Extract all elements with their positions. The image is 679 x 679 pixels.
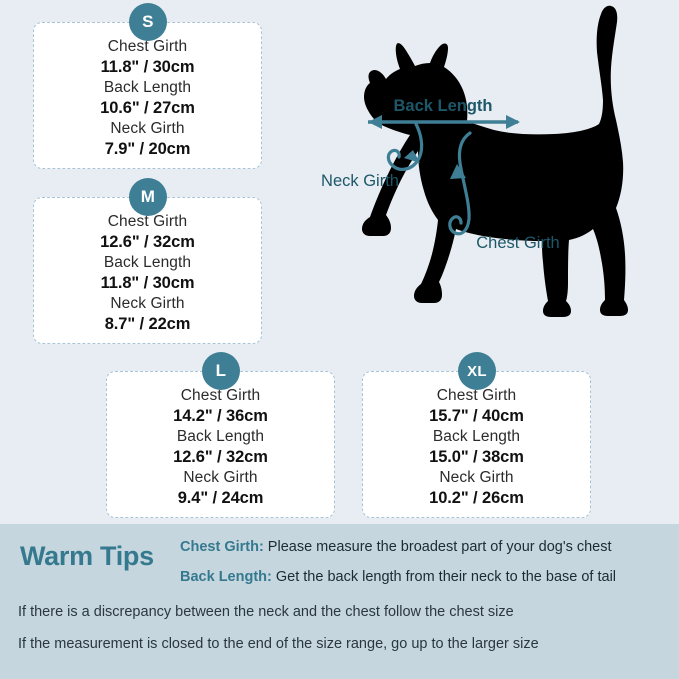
tip-row-back-length: Back Length: Get the back length from th… (180, 569, 616, 585)
tip-note-discrepancy: If there is a discrepancy between the ne… (18, 604, 514, 620)
back-length-annotation: Back Length (368, 97, 520, 129)
chest-girth-label-l: Chest Girth (180, 387, 261, 404)
neck-girth-label-s: Neck Girth (110, 120, 185, 137)
cat-diagram: Back Length Neck Girth Chest Girth (296, 0, 679, 345)
neck-girth-label-l: Neck Girth (183, 469, 258, 486)
tip-text-chest-girth: Please measure the broadest part of your… (263, 539, 612, 555)
size-badge-m: M (129, 178, 167, 216)
size-chart-area: Back Length Neck Girth Chest Girth S (33, 0, 679, 518)
chest-girth-annotation: Chest Girth (448, 131, 560, 252)
tip-text-back-length: Get the back length from their neck to t… (271, 569, 617, 585)
chest-girth-value-xl: 15.7" / 40cm (429, 407, 524, 425)
size-card-s-body: Chest Girth 11.8" / 30cm Back Length 10.… (34, 23, 261, 160)
chest-girth-label: Chest Girth (476, 234, 559, 252)
neck-girth-label-m: Neck Girth (110, 295, 185, 312)
size-badge-l: L (202, 352, 240, 390)
tip-note-size-range: If the measurement is closed to the end … (18, 636, 539, 652)
size-card-xl: Chest Girth 15.7" / 40cm Back Length 15.… (362, 371, 591, 518)
size-badge-m-label: M (140, 187, 156, 206)
back-length-label-s: Back Length (103, 79, 192, 96)
size-card-s: Chest Girth 11.8" / 30cm Back Length 10.… (33, 22, 262, 169)
back-length-label: Back Length (393, 97, 492, 115)
size-badge-l-label: L (215, 361, 227, 380)
tip-row-chest-girth: Chest Girth: Please measure the broadest… (180, 539, 612, 555)
warm-tips-heading: Warm Tips (20, 541, 154, 571)
back-length-label-xl: Back Length (432, 428, 521, 445)
size-card-m-body: Chest Girth 12.6" / 32cm Back Length 11.… (34, 198, 261, 335)
neck-girth-value-s: 7.9" / 20cm (104, 140, 191, 158)
neck-girth-value-m: 8.7" / 22cm (104, 315, 191, 333)
size-badge-s: S (129, 3, 167, 41)
neck-girth-value-xl: 10.2" / 26cm (429, 489, 524, 507)
size-badge-xl: XL (458, 352, 496, 390)
size-badge-s-label: S (142, 12, 154, 31)
neck-girth-annotation: Neck Girth (321, 122, 424, 190)
size-card-m: Chest Girth 12.6" / 32cm Back Length 11.… (33, 197, 262, 344)
tip-key-chest-girth: Chest Girth: (180, 539, 264, 555)
back-length-label-m: Back Length (103, 254, 192, 271)
back-length-value-m: 11.8" / 30cm (100, 274, 195, 292)
size-badge-xl-label: XL (467, 362, 487, 380)
back-length-value-l: 12.6" / 32cm (173, 448, 268, 466)
size-card-l: Chest Girth 14.2" / 36cm Back Length 12.… (106, 371, 335, 518)
back-length-value-s: 10.6" / 27cm (100, 99, 195, 117)
warm-tips-section: Warm Tips Chest Girth: Please measure th… (0, 524, 679, 679)
size-card-l-body: Chest Girth 14.2" / 36cm Back Length 12.… (107, 372, 334, 509)
neck-girth-value-l: 9.4" / 24cm (177, 489, 264, 507)
back-length-value-xl: 15.0" / 38cm (429, 448, 524, 466)
neck-girth-label: Neck Girth (321, 172, 399, 190)
size-card-xl-body: Chest Girth 15.7" / 40cm Back Length 15.… (363, 372, 590, 509)
tip-key-back-length: Back Length: (180, 569, 272, 585)
chest-girth-label-xl: Chest Girth (436, 387, 517, 404)
chest-girth-value-m: 12.6" / 32cm (100, 233, 195, 251)
back-length-label-l: Back Length (176, 428, 265, 445)
chest-girth-label-m: Chest Girth (107, 213, 188, 230)
chest-girth-value-l: 14.2" / 36cm (173, 407, 268, 425)
neck-girth-label-xl: Neck Girth (439, 469, 514, 486)
chest-girth-value-s: 11.8" / 30cm (100, 58, 195, 76)
chest-girth-label-s: Chest Girth (107, 38, 188, 55)
cat-silhouette-shape (362, 5, 628, 318)
